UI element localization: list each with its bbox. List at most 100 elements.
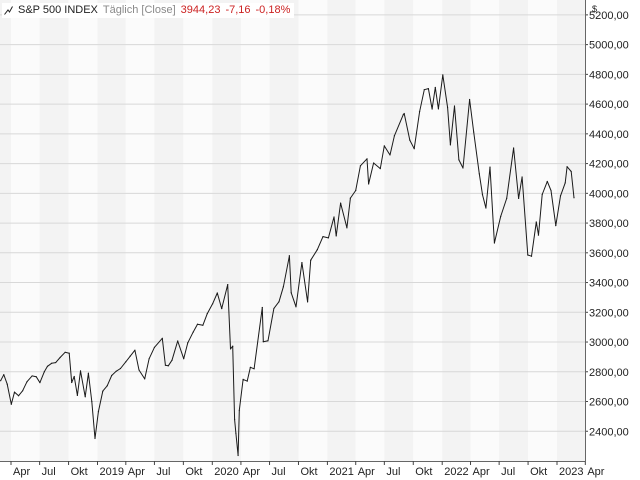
data-point: [253, 368, 255, 370]
data-point: [333, 216, 335, 218]
data-point: [310, 259, 312, 261]
period-band: [125, 0, 155, 461]
data-point: [221, 307, 223, 310]
data-point: [153, 346, 156, 348]
period-band: [269, 0, 299, 461]
data-point: [527, 254, 529, 256]
data-point: [59, 356, 61, 359]
data-point: [537, 234, 540, 236]
y-tick-label: 4000,00: [589, 188, 629, 200]
data-point: [13, 391, 16, 393]
data-point: [138, 369, 140, 371]
x-tick-label: Jul: [386, 466, 400, 478]
data-point: [437, 108, 440, 110]
data-point: [453, 105, 456, 107]
y-tick-label: 3200,00: [589, 307, 629, 319]
data-point: [102, 390, 104, 392]
data-point: [423, 89, 425, 91]
data-point: [373, 162, 375, 164]
data-point: [229, 348, 232, 350]
data-point: [134, 349, 136, 351]
data-point: [125, 361, 127, 363]
data-point: [301, 262, 303, 264]
x-tick-label: Jul: [501, 466, 515, 478]
period-band: [499, 0, 529, 461]
period-band: [183, 0, 213, 461]
data-point: [79, 370, 82, 372]
period-band: [384, 0, 414, 461]
x-tick-label: Apr: [358, 466, 375, 478]
data-point: [462, 167, 464, 169]
y-tick-label: 3000,00: [589, 337, 629, 349]
data-point: [322, 235, 324, 238]
data-point: [418, 111, 421, 113]
data-point: [403, 112, 405, 115]
data-point: [335, 235, 337, 237]
data-point: [26, 381, 28, 383]
data-point: [295, 306, 297, 308]
data-point: [235, 432, 237, 434]
data-point: [148, 358, 150, 360]
data-point: [71, 381, 73, 384]
data-point: [541, 193, 543, 196]
data-point: [521, 176, 523, 178]
x-tick-label: Apr: [587, 466, 604, 478]
data-point: [6, 383, 8, 385]
data-point: [473, 131, 475, 133]
y-tick-labels: 2400,00 2600,00 2800,00 3000,00 3200,00 3400,…: [589, 10, 629, 438]
data-point: [402, 114, 404, 116]
data-point: [413, 148, 415, 150]
data-point: [485, 207, 487, 209]
data-point: [43, 371, 45, 373]
data-point: [306, 301, 309, 303]
series-line-sp500: [0, 74, 575, 456]
data-point: [434, 86, 436, 89]
data-point: [550, 189, 552, 192]
data-point: [267, 340, 269, 342]
data-point: [368, 183, 370, 185]
line-chart-icon: [4, 6, 13, 15]
y-tick-label: 5200,00: [589, 10, 629, 22]
data-point: [234, 418, 236, 420]
data-point: [246, 380, 248, 382]
data-point: [355, 189, 357, 192]
data-point: [478, 173, 480, 175]
period-band: [39, 0, 69, 461]
data-point: [449, 144, 451, 146]
data-point: [273, 307, 275, 310]
y-tick-label: 5000,00: [589, 40, 629, 52]
period-band: [355, 0, 385, 461]
x-tick-label: Okt: [71, 466, 88, 478]
period-band: [11, 0, 40, 461]
data-point: [87, 372, 89, 374]
x-tick-label: Okt: [300, 466, 317, 478]
data-point: [555, 224, 557, 227]
y-tick-label: 2800,00: [589, 367, 629, 379]
time-bands: [0, 0, 585, 461]
data-point: [500, 215, 502, 217]
data-point: [282, 286, 284, 288]
data-point: [446, 106, 449, 109]
data-point: [196, 323, 199, 325]
period-band: [442, 0, 471, 461]
last-price: 3944,23: [180, 4, 221, 16]
data-point: [212, 303, 214, 305]
data-point: [84, 396, 86, 398]
data-point: [249, 366, 251, 368]
price-change: -7,16: [225, 4, 251, 16]
chart-header: S&P 500 INDEX Täglich [Close] 3944,23 -7…: [2, 3, 295, 18]
data-point: [383, 145, 385, 147]
data-point: [115, 370, 117, 372]
series-layer: [0, 74, 575, 457]
y-tick-label: 4800,00: [589, 69, 629, 81]
period-band: [240, 0, 270, 461]
y-tick-label: 2600,00: [589, 397, 629, 409]
period-band: [557, 0, 585, 461]
x-tick-label: Jul: [42, 466, 56, 478]
x-tick-label: Okt: [185, 466, 202, 478]
x-tick-label: 2019: [100, 466, 124, 478]
x-tick-label: Apr: [473, 466, 490, 478]
data-point: [39, 382, 41, 384]
data-point: [409, 139, 411, 141]
